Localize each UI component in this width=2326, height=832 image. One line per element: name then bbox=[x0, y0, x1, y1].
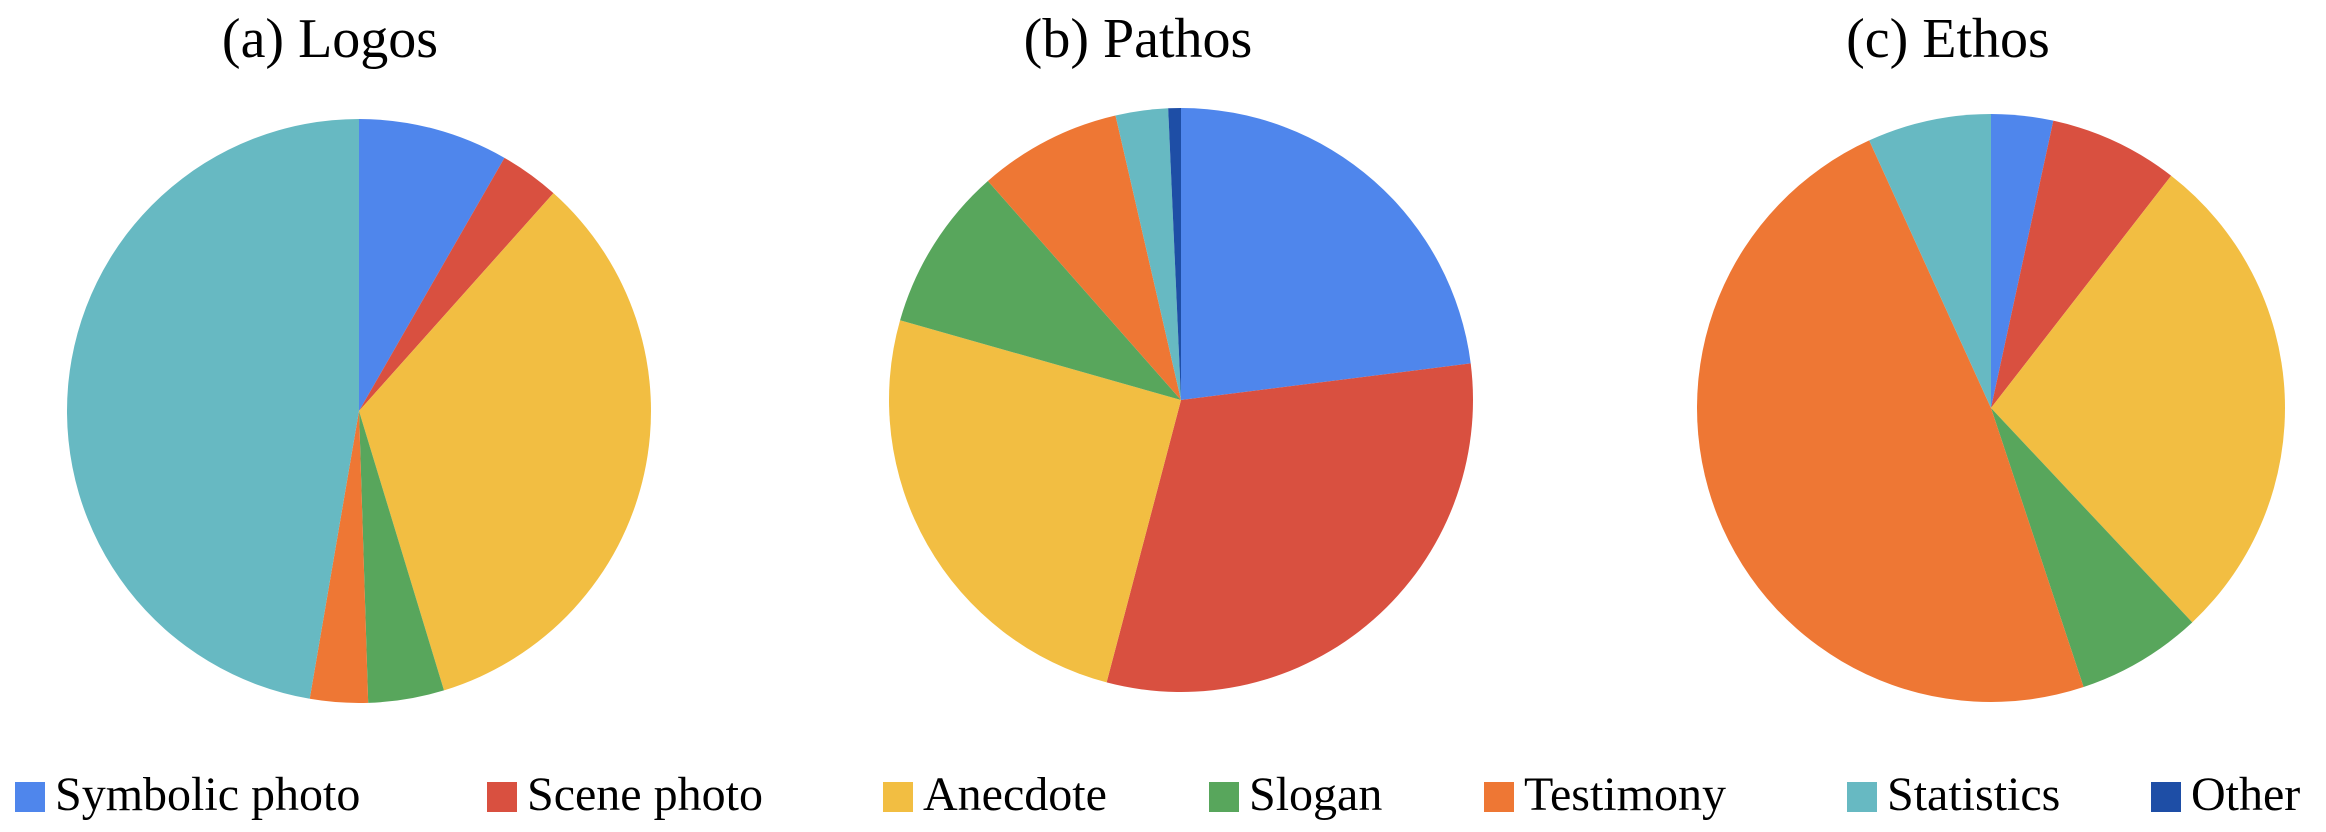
legend-label: Other bbox=[2191, 768, 2300, 821]
legend-label: Anecdote bbox=[923, 768, 1107, 821]
pie-slice bbox=[1181, 108, 1471, 400]
pie-slice bbox=[987, 115, 1181, 400]
pie-slice bbox=[1869, 114, 1991, 408]
chart-title: (c) Ethos bbox=[1846, 8, 2050, 70]
legend-swatch bbox=[15, 782, 45, 812]
chart-title: (b) Pathos bbox=[1024, 8, 1253, 70]
legend-swatch bbox=[1847, 782, 1877, 812]
legend-swatch bbox=[883, 782, 913, 812]
pie-slice bbox=[359, 157, 554, 411]
legend-label: Testimony bbox=[1524, 768, 1726, 821]
pie-slice bbox=[1991, 408, 2193, 688]
pie-slice bbox=[1115, 108, 1181, 401]
legend-swatch bbox=[2151, 782, 2181, 812]
legend-label: Statistics bbox=[1887, 768, 2060, 821]
pie-slice bbox=[359, 411, 444, 703]
pie-slice bbox=[359, 119, 505, 411]
legend-label: Scene photo bbox=[527, 768, 763, 821]
pie-slice bbox=[900, 180, 1181, 400]
pie-slice bbox=[1991, 175, 2285, 623]
pie-slice bbox=[1168, 108, 1181, 400]
pie-slice bbox=[1106, 363, 1474, 693]
legend-swatch bbox=[1484, 782, 1514, 812]
pie-slice bbox=[1991, 120, 2172, 409]
pie-slice bbox=[1991, 114, 2054, 408]
chart-title: (a) Logos bbox=[222, 8, 438, 70]
legend-label: Slogan bbox=[1249, 768, 1382, 821]
pie-slice bbox=[888, 320, 1181, 683]
pie-slice bbox=[66, 119, 360, 699]
pie-slice bbox=[309, 411, 369, 703]
legend-swatch bbox=[487, 782, 517, 812]
pie-slice bbox=[1697, 140, 2084, 702]
pie-slice bbox=[359, 193, 652, 691]
legend-swatch bbox=[1209, 782, 1239, 812]
legend-label: Symbolic photo bbox=[55, 768, 360, 821]
